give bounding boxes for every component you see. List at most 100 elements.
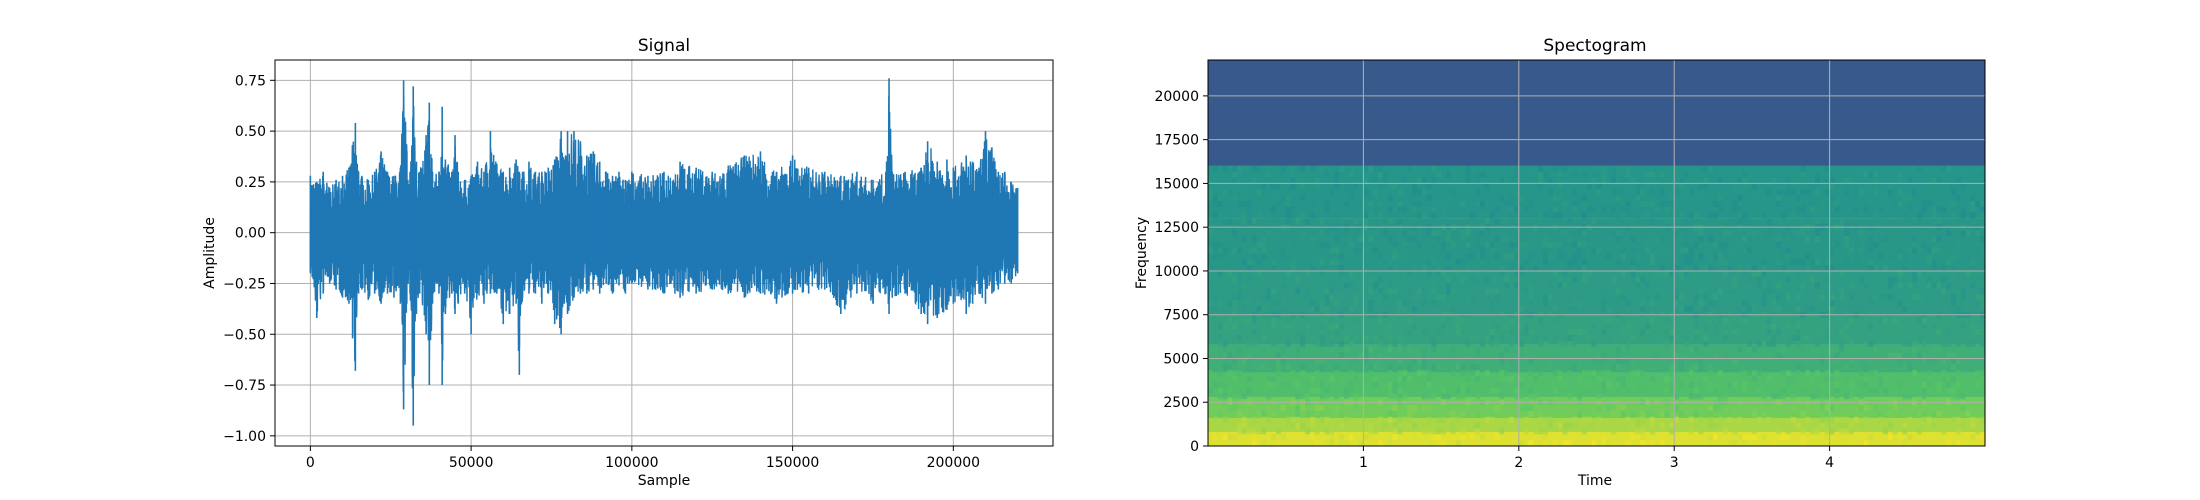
spectrogram-cell: [1805, 416, 1811, 423]
spectrogram-cell: [1295, 405, 1301, 412]
spectrogram-cell: [1392, 288, 1398, 295]
spectrogram-cell: [1543, 212, 1548, 219]
spectrogram-cell: [1557, 341, 1563, 347]
spectrogram-cell: [1494, 235, 1500, 242]
spectrogram-cell: [1654, 306, 1660, 312]
spectrogram-cell: [1407, 329, 1412, 336]
spectrogram-cell: [1688, 335, 1694, 341]
spectrogram-cell: [1883, 364, 1888, 371]
spectrogram-cell: [1382, 422, 1388, 429]
spectrogram-cell: [1504, 352, 1510, 359]
spectrogram-cell: [1776, 270, 1782, 277]
spectrogram-cell: [1708, 370, 1714, 376]
spectrogram-cell: [1232, 165, 1238, 172]
spectrogram-cell: [1868, 370, 1874, 376]
spectrogram-cell: [1222, 247, 1228, 254]
spectrogram-cell: [1620, 411, 1626, 417]
spectrogram-cell: [1873, 381, 1879, 388]
spectrogram-cell: [1426, 376, 1432, 382]
spectrogram-cell: [1319, 364, 1325, 371]
spectrogram-cell: [1242, 259, 1247, 266]
spectrogram-cell: [1868, 171, 1874, 178]
spectrogram-cell: [1849, 247, 1854, 254]
spectrogram-cell: [1688, 346, 1694, 353]
spectrogram-cell: [1946, 329, 1952, 336]
spectrogram-cell: [1771, 288, 1777, 295]
spectrogram-cell: [1591, 177, 1597, 184]
spectrogram-cell: [1251, 165, 1257, 172]
spectrogram-cell: [1407, 405, 1412, 412]
spectrogram-cell: [1742, 212, 1748, 219]
spectrogram-cell: [1319, 411, 1325, 417]
spectrogram-cell: [1713, 265, 1718, 271]
spectrogram-cell: [1824, 259, 1830, 266]
spectrogram-cell: [1562, 276, 1568, 283]
spectrogram-cell: [1591, 189, 1597, 196]
spectrogram-cell: [1484, 171, 1490, 178]
spectrogram-cell: [1528, 393, 1534, 400]
spectrogram-cell: [1873, 387, 1879, 394]
spectrogram-cell: [1261, 235, 1267, 242]
spectrogram-cell: [1567, 422, 1573, 429]
spectrogram-cell: [1533, 323, 1539, 330]
spectrogram-cell: [1824, 428, 1830, 435]
spectrogram-cell: [1883, 288, 1888, 295]
spectrogram-cell: [1208, 177, 1213, 184]
spectrogram-cell: [1285, 335, 1291, 341]
signal-y-ticks: 0.750.500.250.00−0.25−0.50−0.75−1.00: [223, 73, 275, 445]
spectrogram-cell: [1980, 300, 1985, 306]
spectrogram-cell: [1528, 352, 1534, 359]
spectrogram-y-axis-label: Frequency: [1134, 217, 1150, 289]
spectrogram-cell: [1708, 434, 1714, 441]
spectrogram-cell: [1829, 294, 1835, 301]
spectrogram-cell: [1285, 341, 1291, 347]
spectrogram-cell: [1955, 300, 1961, 306]
spectrogram-cell: [1878, 317, 1884, 324]
spectrogram-cell: [1426, 253, 1432, 260]
spectrogram-cell: [1606, 218, 1612, 225]
spectrogram-cell: [1615, 358, 1621, 365]
spectrogram-cell: [1698, 189, 1704, 196]
spectrogram-cell: [1586, 381, 1592, 388]
spectrogram-cell: [1970, 422, 1976, 429]
spectrogram-cell: [1329, 189, 1335, 196]
spectrogram-cell: [1606, 300, 1612, 306]
spectrogram-cell: [1776, 434, 1782, 441]
spectrogram-cell: [1601, 165, 1607, 172]
spectrogram-cell: [1242, 358, 1247, 365]
spectrogram-cell: [1450, 306, 1456, 312]
spectrogram-cell: [1863, 282, 1869, 289]
spectrogram-cell: [1310, 317, 1315, 324]
spectrogram-cell: [1421, 230, 1427, 236]
spectrogram-cell: [1975, 230, 1981, 236]
spectrogram-cell: [1412, 323, 1417, 330]
spectrogram-cell: [1800, 364, 1806, 371]
spectrogram-cell: [1645, 247, 1650, 254]
spectrogram-cell: [1756, 270, 1762, 277]
spectrogram-cell: [1756, 370, 1762, 376]
spectrogram-cell: [1484, 416, 1490, 423]
spectrogram-cell: [1829, 282, 1835, 289]
spectrogram-cell: [1698, 346, 1704, 353]
spectrogram-cell: [1324, 200, 1330, 207]
spectrogram-cell: [1557, 212, 1563, 219]
spectrogram-cell: [1596, 405, 1602, 412]
spectrogram-cell: [1601, 352, 1607, 359]
spectrogram-cell: [1280, 282, 1286, 289]
spectrogram-cell: [1781, 212, 1786, 219]
spectrogram-cell: [1887, 265, 1893, 271]
spectrogram-cell: [1412, 183, 1417, 190]
spectrogram-cell: [1552, 241, 1558, 248]
spectrogram-cell: [1237, 352, 1242, 359]
spectrogram-cell: [1815, 165, 1820, 172]
spectrogram-cell: [1382, 177, 1388, 184]
spectrogram-cell: [1693, 346, 1699, 353]
spectrogram-cell: [1688, 370, 1694, 376]
spectrogram-cell: [1475, 265, 1480, 271]
spectrogram-cell: [1897, 177, 1903, 184]
spectrogram-cell: [1475, 411, 1480, 417]
spectrogram-cell: [1368, 165, 1374, 172]
spectrogram-cell: [1683, 247, 1689, 254]
spectrogram-cell: [1926, 329, 1932, 336]
spectrogram-cell: [1781, 393, 1786, 400]
